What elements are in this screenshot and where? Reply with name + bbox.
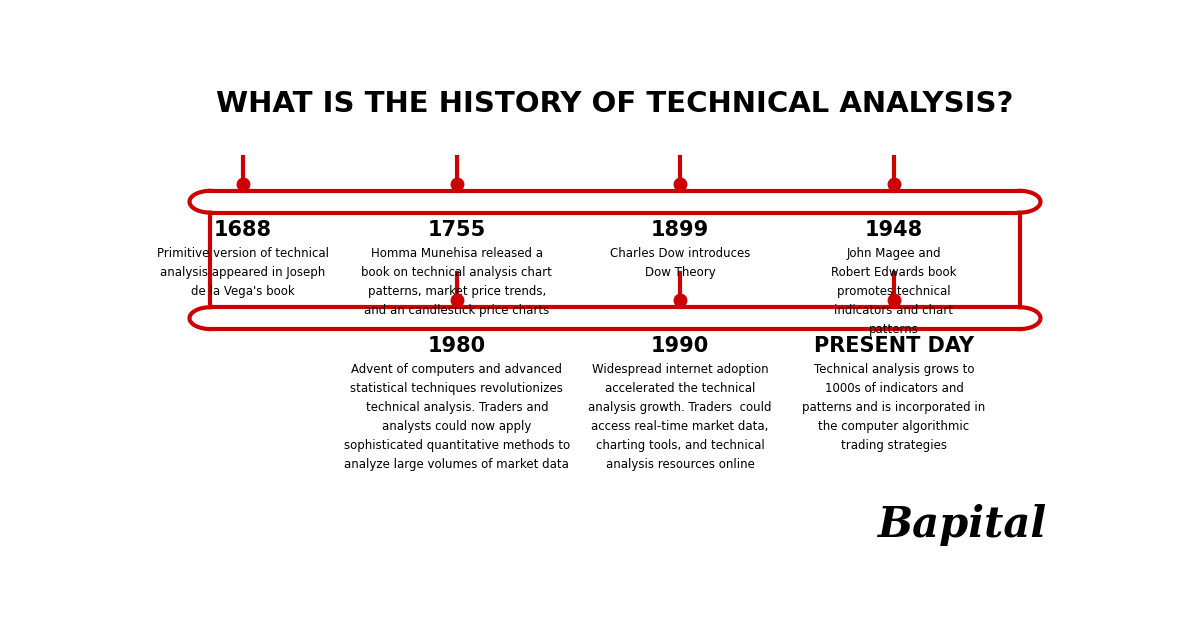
Text: Technical analysis grows to
1000s of indicators and
patterns and is incorporated: Technical analysis grows to 1000s of ind… <box>803 363 985 452</box>
Text: Advent of computers and advanced
statistical techniques revolutionizes
technical: Advent of computers and advanced statist… <box>344 363 570 471</box>
Text: 1980: 1980 <box>428 336 486 357</box>
Text: WHAT IS THE HISTORY OF TECHNICAL ANALYSIS?: WHAT IS THE HISTORY OF TECHNICAL ANALYSI… <box>216 90 1014 118</box>
Text: 1688: 1688 <box>214 220 272 240</box>
Text: Primitive version of technical
analysis appeared in Joseph
de la Vega's book: Primitive version of technical analysis … <box>157 246 329 297</box>
Text: Widespread internet adoption
accelerated the technical
analysis growth. Traders : Widespread internet adoption accelerated… <box>588 363 772 471</box>
Text: 1755: 1755 <box>427 220 486 240</box>
Text: PRESENT DAY: PRESENT DAY <box>814 336 974 357</box>
Text: Homma Munehisa released a
book on technical analysis chart
patterns, market pric: Homma Munehisa released a book on techni… <box>361 246 552 317</box>
Text: Charles Dow introduces
Dow Theory: Charles Dow introduces Dow Theory <box>610 246 750 278</box>
Text: John Magee and
Robert Edwards book
promotes technical
indicators and chart
patte: John Magee and Robert Edwards book promo… <box>832 246 956 336</box>
Text: Bapital: Bapital <box>878 504 1048 546</box>
Text: 1948: 1948 <box>865 220 923 240</box>
Text: 1990: 1990 <box>650 336 709 357</box>
Text: 1899: 1899 <box>650 220 709 240</box>
